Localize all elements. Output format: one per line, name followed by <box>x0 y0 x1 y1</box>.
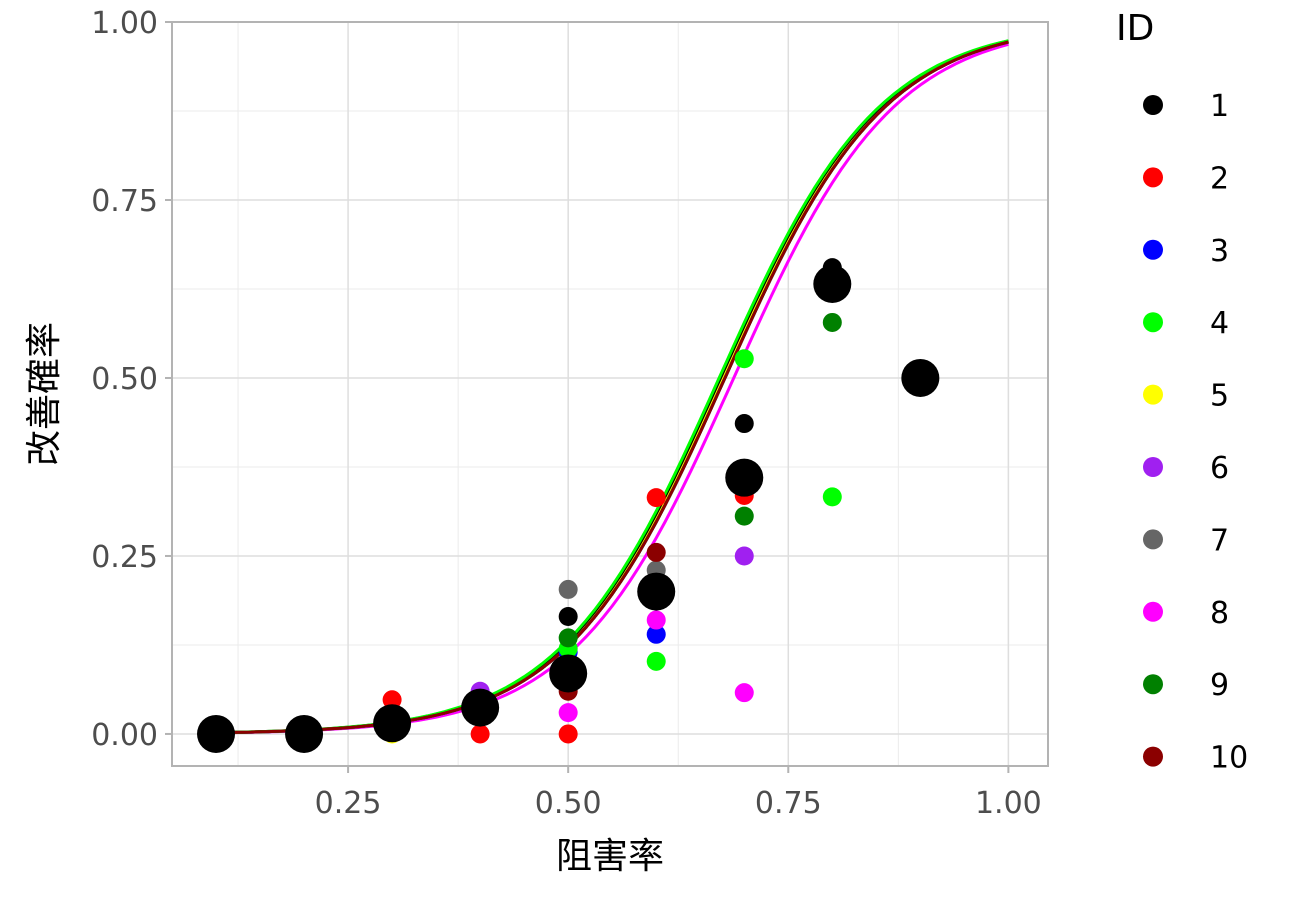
pooled-point <box>901 358 940 397</box>
x-tick-label: 1.00 <box>975 786 1042 821</box>
legend-key-2 <box>1143 167 1163 188</box>
panel-background <box>172 22 1048 766</box>
pooled-point <box>549 654 588 693</box>
point-id-10 <box>646 542 666 562</box>
point-id-2 <box>646 488 666 508</box>
point-id-8 <box>558 703 578 723</box>
pooled-point <box>285 714 324 753</box>
pooled-point <box>813 265 852 304</box>
legend-label-7: 7 <box>1210 523 1229 558</box>
point-id-6 <box>734 546 754 566</box>
point-id-4 <box>734 349 754 369</box>
fit-curves <box>215 39 1009 735</box>
point-id-8 <box>646 610 666 630</box>
point-id-9 <box>734 506 754 526</box>
y-tick-label: 0.25 <box>91 540 158 575</box>
y-tick-label: 0.50 <box>91 362 158 397</box>
point-id-2 <box>470 724 490 744</box>
axis-ticks: 0.25 0.50 0.75 1.00 0.00 0.25 0.50 0.75 1.00 <box>91 6 1042 821</box>
legend-label-4: 4 <box>1210 306 1229 341</box>
point-id-2 <box>558 724 578 744</box>
x-axis-title: 阻害率 <box>556 836 664 877</box>
point-id-8 <box>734 683 754 703</box>
legend: ID 1 2 3 4 5 6 7 8 9 10 <box>1116 8 1248 776</box>
pooled-point <box>637 572 676 611</box>
legend-label-10: 10 <box>1210 741 1248 776</box>
legend-key-9 <box>1143 674 1163 695</box>
pooled-point <box>197 714 236 753</box>
legend-key-4 <box>1143 312 1163 333</box>
point-id-4 <box>822 487 842 507</box>
point-id-2 <box>382 690 402 710</box>
legend-key-10 <box>1143 746 1163 767</box>
point-id-4 <box>646 651 666 671</box>
legend-label-3: 3 <box>1210 234 1229 269</box>
legend-key-6 <box>1143 457 1163 477</box>
point-id-1 <box>558 606 578 626</box>
legend-key-3 <box>1143 239 1163 260</box>
legend-key-8 <box>1143 601 1163 622</box>
legend-title: ID <box>1116 8 1154 49</box>
point-id-7 <box>558 579 578 599</box>
y-axis-title: 改善確率 <box>24 322 65 466</box>
x-tick-label: 0.25 <box>315 786 382 821</box>
x-tick-label: 0.75 <box>755 786 822 821</box>
y-tick-label: 0.75 <box>91 184 158 219</box>
legend-label-1: 1 <box>1210 89 1229 124</box>
point-id-1 <box>734 414 754 434</box>
point-id-3 <box>646 624 666 644</box>
point-id-9 <box>558 628 578 648</box>
legend-key-7 <box>1143 529 1163 550</box>
data-points <box>197 258 940 753</box>
legend-label-5: 5 <box>1210 379 1229 414</box>
pooled-point <box>725 458 764 497</box>
legend-label-2: 2 <box>1210 161 1229 196</box>
pooled-point <box>373 704 412 743</box>
y-tick-label: 1.00 <box>91 6 158 41</box>
point-id-9 <box>822 312 842 332</box>
legend-label-8: 8 <box>1210 596 1229 631</box>
panel-border <box>171 21 1049 767</box>
x-tick-label: 0.50 <box>535 786 602 821</box>
fit-curve-id-10 <box>215 40 1009 735</box>
legend-key-5 <box>1143 384 1163 405</box>
legend-label-6: 6 <box>1210 451 1229 486</box>
y-tick-label: 0.00 <box>91 718 158 753</box>
legend-key-1 <box>1143 95 1163 115</box>
pooled-point <box>461 688 500 727</box>
legend-label-9: 9 <box>1210 668 1229 703</box>
